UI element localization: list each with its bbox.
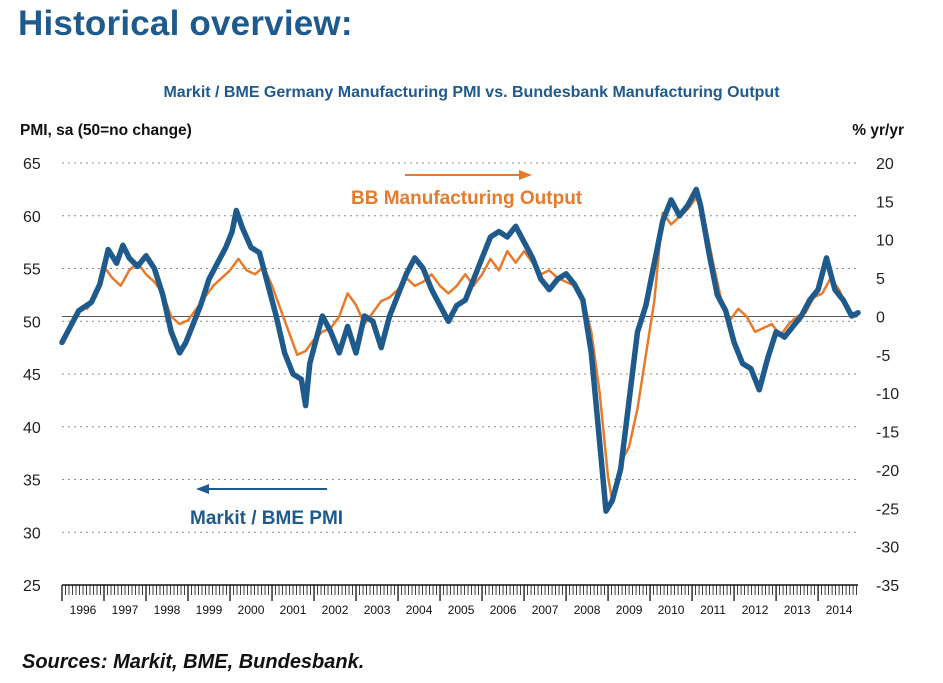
series-line-output [85, 196, 858, 502]
year-label: 2003 [364, 603, 391, 617]
year-label: 2011 [700, 603, 726, 617]
left-y-ticks: 65 60 55 50 45 40 35 30 25 [23, 156, 41, 595]
right-tick-label: 10 [876, 233, 894, 250]
year-label: 2009 [616, 603, 643, 617]
year-label: 2006 [490, 603, 517, 617]
right-tick-label: -30 [876, 540, 899, 557]
x-axis [61, 584, 858, 601]
year-label: 1996 [70, 603, 97, 617]
chart-title: Markit / BME Germany Manufacturing PMI v… [163, 84, 780, 101]
right-y-ticks: 20 15 10 5 0 -5 -10 -15 -20 -25 -30 -35 [876, 156, 899, 595]
left-axis-title: PMI, sa (50=no change) [20, 122, 192, 139]
pmi-arrow-head [196, 484, 209, 494]
year-label: 2002 [322, 603, 349, 617]
right-tick-label: -20 [876, 463, 899, 480]
right-tick-label: -15 [876, 425, 899, 442]
right-tick-label: 0 [876, 309, 885, 326]
year-label: 2001 [280, 603, 307, 617]
sources-note: Sources: Markit, BME, Bundesbank. [22, 651, 365, 673]
year-label: 1997 [112, 603, 139, 617]
year-label: 2004 [406, 603, 433, 617]
year-label: 2000 [238, 603, 265, 617]
right-tick-label: -10 [876, 386, 899, 403]
page-title: Historical overview: [18, 4, 353, 43]
left-tick-label: 35 [23, 473, 41, 490]
series-lines [59, 186, 861, 514]
left-tick-label: 45 [23, 367, 41, 384]
year-label: 2007 [532, 603, 559, 617]
left-tick-label: 60 [23, 209, 41, 226]
year-label: 1998 [154, 603, 181, 617]
right-tick-label: 5 [876, 271, 885, 288]
left-tick-label: 50 [23, 314, 41, 331]
right-tick-label: 15 [876, 194, 894, 211]
annotations: BB Manufacturing Output Markit / BME PMI [190, 170, 583, 529]
year-label: 2010 [658, 603, 685, 617]
output-arrow-head [519, 170, 532, 180]
left-tick-label: 55 [23, 262, 41, 279]
right-tick-label: -35 [876, 578, 899, 595]
series-line-pmi [59, 186, 861, 514]
year-label: 2008 [574, 603, 601, 617]
year-label: 2005 [448, 603, 475, 617]
right-tick-label: -5 [876, 348, 890, 365]
right-tick-label: -25 [876, 501, 899, 518]
year-label: 2013 [784, 603, 811, 617]
year-labels: 1996 1997 1998 1999 2000 2001 2002 2003 2004 2005… [70, 603, 853, 617]
left-tick-label: 65 [23, 156, 41, 173]
left-tick-label: 30 [23, 525, 41, 542]
pmi-series-label: Markit / BME PMI [190, 508, 343, 529]
output-series-label: BB Manufacturing Output [351, 188, 583, 209]
left-tick-label: 40 [23, 420, 41, 437]
year-label: 2014 [826, 603, 853, 617]
year-label: 1999 [196, 603, 223, 617]
right-tick-label: 20 [876, 156, 894, 173]
left-tick-label: 25 [23, 578, 41, 595]
year-label: 2012 [742, 603, 769, 617]
right-axis-title: % yr/yr [852, 122, 904, 139]
